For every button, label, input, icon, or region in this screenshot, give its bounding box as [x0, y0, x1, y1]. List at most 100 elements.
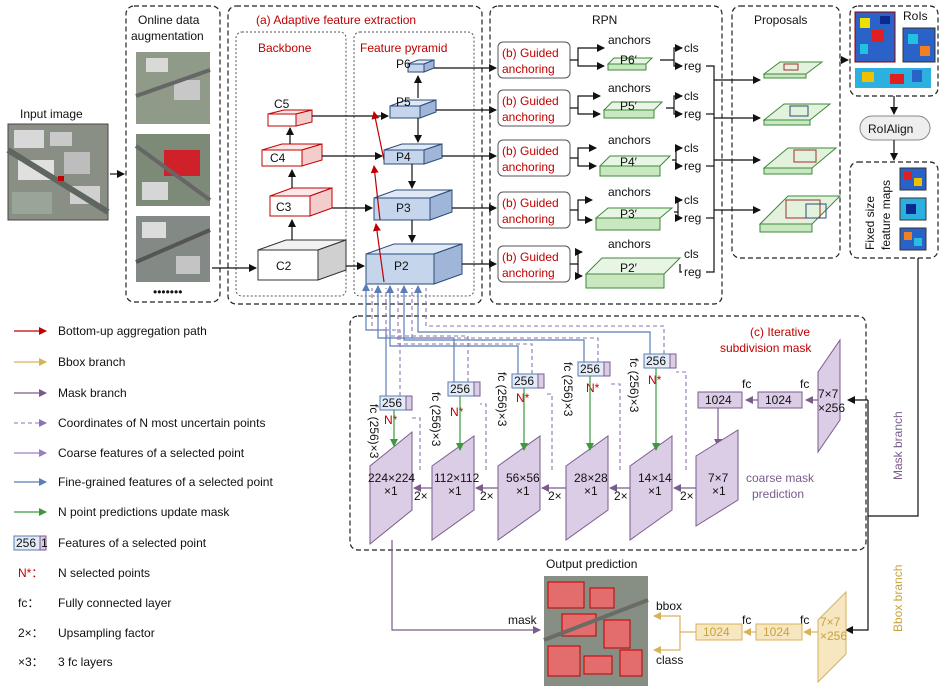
anchors-3: anchors — [608, 185, 651, 199]
guided-anchoring-5-a: (b) Guided — [502, 94, 559, 108]
augmentation-dots: ••••••• — [153, 285, 182, 299]
rpn-title: RPN — [592, 13, 617, 27]
reg-6: reg — [684, 59, 701, 73]
svg-text:2×: 2× — [680, 489, 694, 503]
c4-layer: C4 — [261, 143, 323, 167]
c3-layer: C3 — [269, 187, 333, 217]
svg-text:N*: N* — [648, 373, 662, 387]
guided-anchoring-4-b: anchoring — [502, 160, 555, 174]
legend-sym-11: 2×： — [18, 626, 44, 640]
map-7-size: 7×7 — [708, 471, 729, 485]
map-14-size: 14×14 — [638, 471, 672, 485]
iterative-title-2: subdivision mask — [720, 341, 812, 355]
svg-text:2×: 2× — [614, 489, 628, 503]
guided-anchoring-5-b: anchoring — [502, 110, 555, 124]
c2-label: C2 — [276, 259, 292, 273]
rpn-row-p2: (b) Guided anchoring anchors P2′ cls reg — [497, 237, 701, 289]
fc-label-a: fc — [742, 377, 751, 391]
svg-text:fc (256)×3: fc (256)×3 — [627, 358, 641, 413]
anchors-4: anchors — [608, 133, 651, 147]
svg-text:256: 256 — [580, 362, 600, 376]
bbox-input-map: 7×7 ×256 — [817, 590, 847, 684]
online-aug-label-2: augmentation — [131, 29, 204, 43]
legend-item-11: Upsampling factor — [58, 626, 155, 640]
svg-text:fc (256)×3: fc (256)×3 — [429, 392, 443, 447]
augmented-image-1 — [135, 52, 211, 124]
svg-text:fc (256)×3: fc (256)×3 — [367, 404, 381, 459]
legend-item-8: Features of a selected point — [58, 536, 207, 550]
map-112-size: 112×112 — [434, 471, 480, 485]
cls-2: cls — [684, 247, 699, 261]
svg-text:N*: N* — [450, 405, 464, 419]
anchors-2: anchors — [608, 237, 651, 251]
legend-item-9: N selected points — [58, 566, 150, 580]
p4-prime-label: P4′ — [620, 155, 638, 169]
svg-text:2×: 2× — [414, 489, 428, 503]
svg-text:N*: N* — [384, 413, 398, 427]
map-224-size: 224×224 — [368, 471, 415, 485]
iterative-title-1: (c) Iterative — [750, 325, 810, 339]
fc-label-b: fc — [800, 377, 809, 391]
backbone-title: Backbone — [258, 41, 312, 55]
mask-planes: 7×7 ×1 14×14 ×1 28×28 ×1 56×56 ×1 112×11… — [368, 429, 739, 546]
svg-text:N*: N* — [586, 381, 600, 395]
map-28-size: 28×28 — [574, 471, 608, 485]
p2-label: P2 — [394, 259, 409, 273]
svg-text:2×: 2× — [480, 489, 494, 503]
input-image-label: Input image — [20, 107, 83, 121]
rpn-row-p3: (b) Guided anchoring anchors P3′ cls reg — [497, 185, 701, 231]
bbox-fc-b: fc — [800, 613, 809, 627]
p5-prime-label: P5′ — [620, 99, 638, 113]
fc-1024-b: 1024 — [765, 393, 792, 407]
fc-1024-a: 1024 — [705, 393, 732, 407]
coarse-pred-2: prediction — [752, 487, 804, 501]
reg-2: reg — [684, 265, 701, 279]
p3-prime-label: P3′ — [620, 207, 638, 221]
svg-text:fc (256)×3: fc (256)×3 — [561, 362, 575, 417]
online-aug-label-1: Online data — [138, 13, 200, 27]
c4-label: C4 — [270, 151, 286, 165]
reg-5: reg — [684, 107, 701, 121]
map-7-depth: ×1 — [712, 484, 726, 498]
guided-anchoring-6-a: (b) Guided — [502, 46, 559, 60]
rois-title: RoIs — [903, 9, 928, 23]
map-14-depth: ×1 — [648, 484, 662, 498]
rpn-arrows — [570, 44, 761, 280]
adaptive-title: (a) Adaptive feature extraction — [256, 13, 416, 27]
svg-text:fc (256)×3: fc (256)×3 — [495, 372, 509, 427]
p4-layer: P4 — [383, 143, 443, 165]
guided-anchoring-2-b: anchoring — [502, 266, 555, 280]
svg-text:N*: N* — [516, 391, 530, 405]
legend-sym-10: fc： — [18, 596, 39, 610]
p2-layer: P2 — [365, 243, 463, 285]
p5-layer: P5 — [389, 95, 437, 119]
legend-item-5: Coarse features of a selected point — [58, 446, 245, 460]
p3-layer: P3 — [373, 189, 453, 221]
roialign-label: RoIAlign — [868, 122, 913, 136]
map-56-size: 56×56 — [506, 471, 540, 485]
class-label: class — [656, 653, 683, 667]
svg-text:256: 256 — [514, 374, 534, 388]
output-prediction-image — [543, 576, 649, 686]
map-28-depth: ×1 — [584, 484, 598, 498]
svg-text:1024: 1024 — [703, 625, 730, 639]
feature-pyramid-title: Feature pyramid — [360, 41, 447, 55]
fixed-maps-label-2: feature maps — [879, 180, 893, 250]
mask-input-size: 7×7 — [818, 387, 839, 401]
cls-5: cls — [684, 89, 699, 103]
guided-anchoring-3-b: anchoring — [502, 212, 555, 226]
c5-label: C5 — [274, 97, 290, 111]
legend-item-7: N point predictions update mask — [58, 505, 230, 519]
bbox-label: bbox — [656, 599, 682, 613]
fixed-maps-label-1: Fixed size — [863, 196, 877, 250]
mask-input-depth: ×256 — [818, 401, 845, 415]
proposals-title: Proposals — [754, 13, 807, 27]
p2-prime-label: P2′ — [620, 261, 638, 275]
legend-item-12: 3 fc layers — [58, 655, 113, 669]
rpn-row-p4: (b) Guided anchoring anchors P4′ cls reg — [497, 133, 701, 177]
proposal-maps — [758, 61, 842, 233]
legend-item-6: Fine-grained features of a selected poin… — [58, 475, 273, 489]
mask-input-map: 7×7 ×256 — [817, 338, 845, 454]
rpn-row-p6: (b) Guided anchoring anchors P6′ cls reg — [497, 33, 701, 79]
